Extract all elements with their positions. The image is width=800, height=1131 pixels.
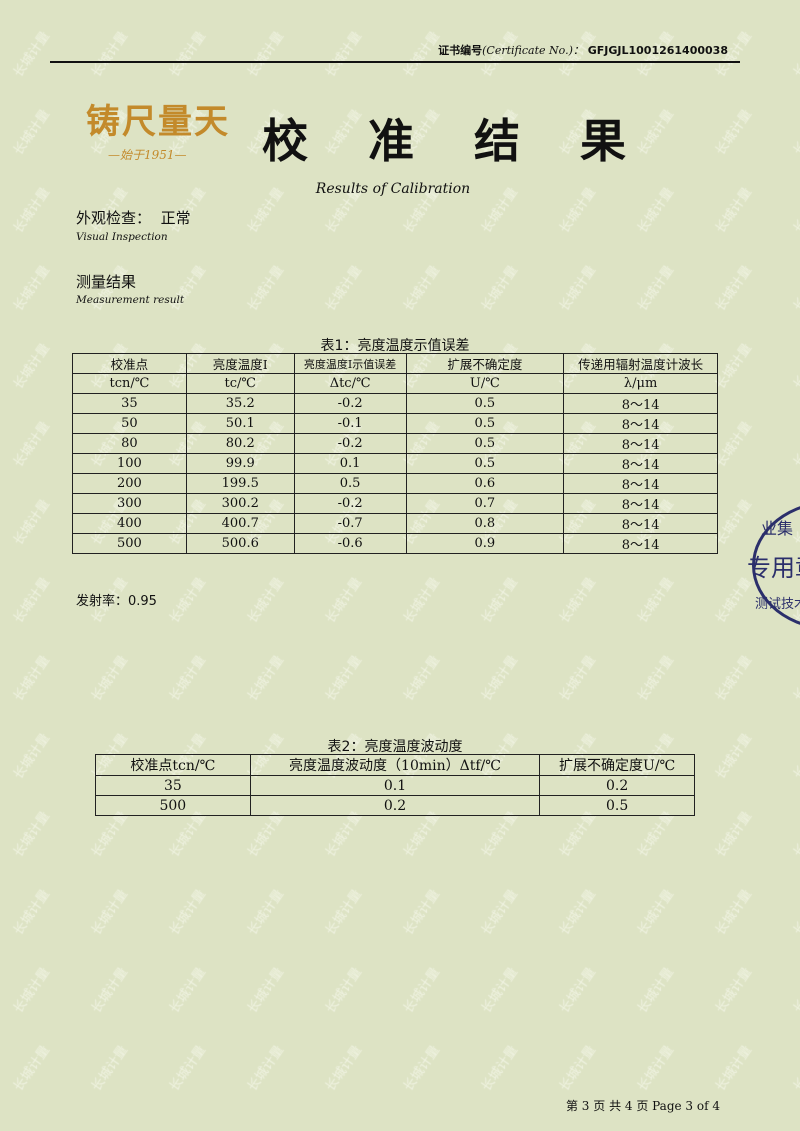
table-header-row: 校准点 亮度温度I 亮度温度I示值误差 扩展不确定度 传递用辐射温度计波长 xyxy=(72,353,718,374)
table-cell: 300 xyxy=(72,493,187,514)
table-cell: 0.2 xyxy=(249,795,541,816)
stamp-line3: 测试技术 xyxy=(755,597,800,612)
visual-inspection: 外观检查： 正常 xyxy=(76,209,191,227)
table-row: 50 50.1 -0.1 0.5 8～14 xyxy=(72,413,718,434)
table-cell: 8～14 xyxy=(563,533,718,554)
table-cell: 50.1 xyxy=(185,413,295,434)
table-cell: 500 xyxy=(95,795,251,816)
table1: 校准点 亮度温度I 亮度温度I示值误差 扩展不确定度 传递用辐射温度计波长 tcn/℃ tc… xyxy=(72,353,718,554)
table-cell: -0.1 xyxy=(293,413,407,434)
table-cell: λ/μm xyxy=(563,373,718,394)
table-row: 100 99.9 0.1 0.5 8～14 xyxy=(72,453,718,474)
table-cell: 500 xyxy=(72,533,187,554)
table-cell: 8～14 xyxy=(563,473,718,494)
certificate-number: 证书编号(Certificate No.)： GFJGJL10012614000… xyxy=(438,44,728,57)
table-cell: 0.5 xyxy=(293,473,407,494)
measurement-result: 测量结果 xyxy=(76,273,137,291)
table-cell: U/℃ xyxy=(405,373,565,394)
table-cell: 传递用辐射温度计波长 xyxy=(563,353,718,374)
table-cell: 300.2 xyxy=(185,493,295,514)
table-cell: Δtc/℃ xyxy=(293,373,407,394)
table-cell: 8～14 xyxy=(563,493,718,514)
table-cell: 扩展不确定度U/℃ xyxy=(539,754,695,776)
table-row: tcn/℃ tc/℃ Δtc/℃ U/℃ λ/μm xyxy=(72,373,718,394)
table-cell: -0.2 xyxy=(293,393,407,414)
table-cell: 0.8 xyxy=(405,513,565,534)
measurement-result-en: Measurement result xyxy=(76,294,185,306)
table-cell: 8～14 xyxy=(563,393,718,414)
table2-caption: 表2：亮度温度波动度 xyxy=(327,739,463,755)
table-cell: 0.2 xyxy=(539,775,695,796)
stamp-line1: 业集 xyxy=(761,519,794,538)
table-header-row: 校准点tcn/℃ 亮度温度波动度（10min）Δtf/℃ 扩展不确定度U/℃ xyxy=(95,754,695,776)
table-cell: 35 xyxy=(95,775,251,796)
table-row: 500 0.2 0.5 xyxy=(95,795,695,816)
table-cell: 35.2 xyxy=(185,393,295,414)
official-stamp: 业集 专用章 测试技术 xyxy=(747,500,800,631)
page-title: 校 准 结 果 xyxy=(262,114,649,168)
table-cell: 0.1 xyxy=(249,775,541,796)
table-cell: 亮度温度I示值误差 xyxy=(293,353,407,374)
stamp-line2: 专用章 xyxy=(747,554,800,582)
table-cell: 400 xyxy=(72,513,187,534)
table-cell: 8～14 xyxy=(563,513,718,534)
table-cell: 0.6 xyxy=(405,473,565,494)
page-subtitle: Results of Calibration xyxy=(315,181,471,197)
logo: 铸尺量天 xyxy=(86,102,230,142)
page-number: 第 3 页 共 4 页 Page 3 of 4 xyxy=(565,1099,720,1113)
table-cell: 400.7 xyxy=(185,513,295,534)
emissivity: 发射率：0.95 xyxy=(76,594,157,609)
table-cell: -0.2 xyxy=(293,433,407,454)
table-cell: 亮度温度波动度（10min）Δtf/℃ xyxy=(249,754,541,776)
table-cell: 80.2 xyxy=(185,433,295,454)
table-row: 200 199.5 0.5 0.6 8～14 xyxy=(72,473,718,494)
table-cell: 0.1 xyxy=(293,453,407,474)
table-cell: 35 xyxy=(72,393,187,414)
table-cell: 200 xyxy=(72,473,187,494)
table-cell: 100 xyxy=(72,453,187,474)
table-cell: 0.7 xyxy=(405,493,565,514)
table-cell: 校准点tcn/℃ xyxy=(95,754,251,776)
table-cell: -0.7 xyxy=(293,513,407,534)
table-cell: 0.9 xyxy=(405,533,565,554)
table-cell: 8～14 xyxy=(563,453,718,474)
table-cell: 8～14 xyxy=(563,413,718,434)
table-cell: 0.5 xyxy=(405,413,565,434)
table-row: 300 300.2 -0.2 0.7 8～14 xyxy=(72,493,718,514)
table-cell: 校准点 xyxy=(72,353,187,374)
table1-caption: 表1：亮度温度示值误差 xyxy=(320,338,470,354)
table-cell: 0.5 xyxy=(539,795,695,816)
table2: 校准点tcn/℃ 亮度温度波动度（10min）Δtf/℃ 扩展不确定度U/℃ 35 0.… xyxy=(95,754,695,816)
table-cell: -0.2 xyxy=(293,493,407,514)
logo-subtitle: —始于1951— xyxy=(108,148,187,162)
table-cell: 99.9 xyxy=(185,453,295,474)
table-cell: 199.5 xyxy=(185,473,295,494)
table-cell: 50 xyxy=(72,413,187,434)
visual-inspection-en: Visual Inspection xyxy=(76,231,168,243)
table-row: 35 35.2 -0.2 0.5 8～14 xyxy=(72,393,718,414)
table-row: 35 0.1 0.2 xyxy=(95,775,695,796)
table-row: 80 80.2 -0.2 0.5 8～14 xyxy=(72,433,718,454)
table-cell: 500.6 xyxy=(185,533,295,554)
table-row: 400 400.7 -0.7 0.8 8～14 xyxy=(72,513,718,534)
header-rule xyxy=(50,61,740,63)
table-cell: 8～14 xyxy=(563,433,718,454)
table-cell: -0.6 xyxy=(293,533,407,554)
table-cell: 0.5 xyxy=(405,453,565,474)
table-cell: tc/℃ xyxy=(185,373,295,394)
table-cell: 扩展不确定度 xyxy=(405,353,565,374)
table-cell: 亮度温度I xyxy=(185,353,295,374)
table-row: 500 500.6 -0.6 0.9 8～14 xyxy=(72,533,718,554)
table-cell: 80 xyxy=(72,433,187,454)
table-cell: 0.5 xyxy=(405,393,565,414)
table-cell: tcn/℃ xyxy=(72,373,187,394)
table-cell: 0.5 xyxy=(405,433,565,454)
